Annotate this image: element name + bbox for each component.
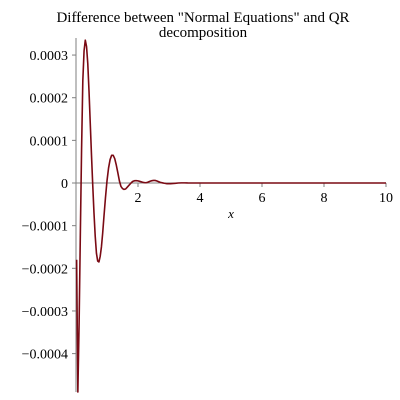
x-tick-label: 2 — [135, 191, 142, 206]
x-tick-label: 10 — [379, 191, 393, 206]
y-tick-label: −0.0001 — [22, 220, 68, 235]
y-tick-label: 0.0001 — [30, 134, 69, 149]
y-tick-label: 0 — [61, 177, 68, 192]
y-tick-label: 0.0003 — [30, 49, 69, 64]
y-tick-label: −0.0002 — [22, 262, 68, 277]
series-lines — [75, 39, 386, 393]
x-axis-label: x — [227, 206, 234, 221]
chart-title-line1: Difference between "Normal Equations" an… — [56, 10, 349, 26]
x-tick-label: 6 — [259, 191, 266, 206]
x-tick-label: 8 — [321, 191, 328, 206]
series-line — [75, 39, 386, 393]
y-tick-label: 0.0002 — [30, 92, 69, 107]
chart-title-line2: decomposition — [159, 25, 248, 41]
x-tick-label: 4 — [197, 191, 204, 206]
tick-labels: 2 4 6 8 10 0.0003 0.0002 0.0001 0 −0.0001 −0.0002 −… — [22, 49, 393, 363]
y-tick-label: −0.0004 — [22, 348, 68, 363]
y-tick-label: −0.0003 — [22, 305, 68, 320]
